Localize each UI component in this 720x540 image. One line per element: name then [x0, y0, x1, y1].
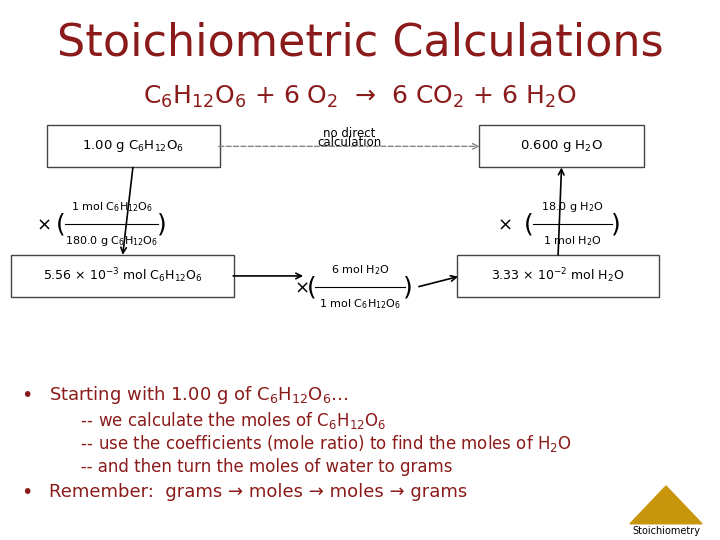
- Text: 1 mol C$_6$H$_{12}$O$_6$: 1 mol C$_6$H$_{12}$O$_6$: [319, 297, 401, 311]
- Text: •: •: [22, 386, 33, 405]
- Text: Starting with 1.00 g of C$_6$H$_{12}$O$_6$…: Starting with 1.00 g of C$_6$H$_{12}$O$_…: [49, 384, 348, 406]
- Text: Stoichiometry: Stoichiometry: [632, 526, 700, 537]
- Text: ): ): [611, 212, 621, 236]
- Text: -- and then turn the moles of water to grams: -- and then turn the moles of water to g…: [65, 457, 452, 476]
- Text: 3.33 × 10$^{-2}$ mol H$_2$O: 3.33 × 10$^{-2}$ mol H$_2$O: [491, 267, 625, 285]
- Text: 1 mol C$_6$H$_{12}$O$_6$: 1 mol C$_6$H$_{12}$O$_6$: [71, 200, 153, 214]
- Text: ): ): [157, 212, 167, 236]
- Text: $\times$: $\times$: [294, 278, 308, 296]
- Text: 18.0 g H$_2$O: 18.0 g H$_2$O: [541, 200, 604, 214]
- Text: (: (: [56, 212, 66, 236]
- Text: C$_6$H$_{12}$O$_6$ + 6 O$_2$  →  6 CO$_2$ + 6 H$_2$O: C$_6$H$_{12}$O$_6$ + 6 O$_2$ → 6 CO$_2$ …: [143, 84, 577, 110]
- Polygon shape: [630, 486, 702, 524]
- Text: $\times$: $\times$: [36, 215, 50, 233]
- Text: no direct: no direct: [323, 127, 375, 140]
- Text: (: (: [524, 212, 534, 236]
- FancyBboxPatch shape: [11, 255, 234, 297]
- Text: 5.56 × 10$^{-3}$ mol C$_6$H$_{12}$O$_6$: 5.56 × 10$^{-3}$ mol C$_6$H$_{12}$O$_6$: [42, 267, 202, 285]
- Text: 6 mol H$_2$O: 6 mol H$_2$O: [330, 264, 390, 278]
- Text: -- we calculate the moles of C$_6$H$_{12}$O$_6$: -- we calculate the moles of C$_6$H$_{12…: [65, 410, 386, 430]
- Text: •: •: [22, 483, 33, 502]
- Text: 1.00 g C$_6$H$_{12}$O$_6$: 1.00 g C$_6$H$_{12}$O$_6$: [82, 138, 184, 154]
- Text: -- use the coefficients (mole ratio) to find the moles of H$_2$O: -- use the coefficients (mole ratio) to …: [65, 434, 572, 454]
- Text: 180.0 g C$_6$H$_{12}$O$_6$: 180.0 g C$_6$H$_{12}$O$_6$: [65, 234, 158, 248]
- Text: Stoichiometric Calculations: Stoichiometric Calculations: [57, 22, 663, 65]
- Text: ): ): [403, 275, 413, 299]
- FancyBboxPatch shape: [479, 125, 644, 167]
- Text: $\times$: $\times$: [497, 215, 511, 233]
- FancyBboxPatch shape: [457, 255, 659, 297]
- Text: 0.600 g H$_2$O: 0.600 g H$_2$O: [520, 138, 603, 154]
- Text: calculation: calculation: [317, 136, 382, 149]
- FancyBboxPatch shape: [47, 125, 220, 167]
- Text: (: (: [307, 275, 317, 299]
- Text: 1 mol H$_2$O: 1 mol H$_2$O: [543, 234, 602, 248]
- Text: Remember:  grams → moles → moles → grams: Remember: grams → moles → moles → grams: [49, 483, 467, 502]
